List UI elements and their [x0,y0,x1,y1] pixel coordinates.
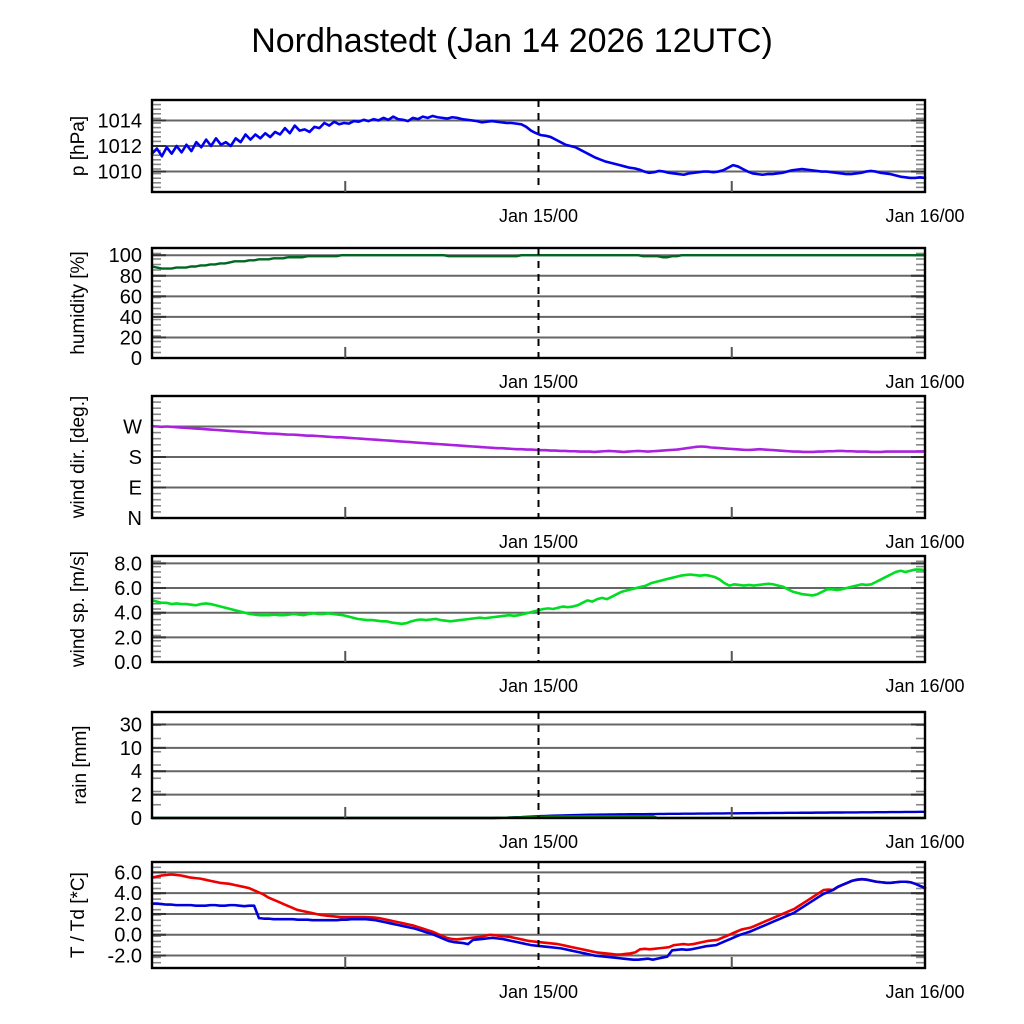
y-axis-title-rain: rain [mm] [70,725,91,804]
y-axis-title-pressure: p [hPa] [68,116,89,176]
y-tick-label-humidity: 100 [109,245,142,267]
panel-frame-windspeed [150,554,927,664]
x-tick-label: Jan 15/00 [499,532,578,552]
panel-frame-rain [150,710,927,820]
y-tick-label-temperature: -2.0 [108,946,142,968]
y-tick-label-windspeed: 8.0 [114,553,142,575]
x-tick-label: Jan 16/00 [885,372,964,392]
series-line-winddir-0 [150,424,927,454]
series-line-rain-1 [150,815,927,820]
y-axis-title-humidity: humidity [%] [68,251,89,354]
y-tick-label-winddir: S [129,447,142,469]
y-axis-title-winddir: wind dir. [deg.] [68,396,89,520]
series-line-humidity-0 [150,254,927,270]
panel-frame-humidity [150,246,927,360]
panel-frame-pressure [150,98,927,194]
y-tick-label-humidity: 40 [120,307,142,329]
panel-frame-temperature [150,860,927,970]
x-tick-label: Jan 16/00 [885,982,964,1002]
gridlines-temperature [152,871,925,957]
page-title: Nordhastedt (Jan 14 2026 12UTC) [251,22,773,60]
y-tick-label-humidity: 80 [120,266,142,288]
series-line-temperature-0 [150,873,927,956]
y-tick-label-windspeed: 0.0 [114,652,142,674]
gridlines-winddir [152,425,925,519]
series-line-temperature-1 [150,877,927,961]
y-tick-label-temperature: 4.0 [114,883,142,905]
y-tick-label-rain: 4 [131,761,142,783]
y-tick-label-winddir: W [123,417,142,439]
x-tick-label: Jan 16/00 [885,676,964,696]
gridlines-pressure [152,119,925,173]
gridlines-humidity [152,254,925,359]
y-axis-title-temperature: T / Td [*C] [68,872,89,958]
y-tick-label-temperature: 2.0 [114,904,142,926]
x-tick-label: Jan 16/00 [885,532,964,552]
series-line-rain-0 [150,810,927,820]
axis-ticks-rain [152,723,925,819]
y-tick-label-windspeed: 6.0 [114,578,142,600]
y-tick-label-humidity: 60 [120,286,142,308]
y-axis-title-windspeed: wind sp. [m/s] [68,551,89,668]
y-tick-label-rain: 10 [120,738,142,760]
y-tick-label-windspeed: 2.0 [114,627,142,649]
x-tick-label: Jan 15/00 [499,206,578,226]
gridlines-windspeed [152,562,925,663]
y-tick-label-temperature: 6.0 [114,862,142,884]
y-tick-label-winddir: E [129,478,142,500]
axis-ticks-winddir [152,401,925,519]
x-tick-label: Jan 15/00 [499,372,578,392]
x-tick-label: Jan 16/00 [885,832,964,852]
x-tick-label: Jan 15/00 [499,676,578,696]
y-tick-label-humidity: 0 [131,348,142,370]
y-tick-label-winddir: N [128,508,142,530]
panel-frame-winddir [150,394,927,520]
series-line-windspeed-0 [150,568,927,626]
x-tick-label: Jan 16/00 [885,206,964,226]
y-tick-label-rain: 30 [120,714,142,736]
y-tick-label-windspeed: 4.0 [114,603,142,625]
axis-ticks-windspeed [152,560,925,663]
x-tick-label: Jan 15/00 [499,832,578,852]
axis-ticks-temperature [152,866,925,964]
gridlines-rain [152,723,925,819]
y-tick-label-rain: 2 [131,785,142,807]
y-tick-label-temperature: 0.0 [114,925,142,947]
y-tick-label-humidity: 20 [120,327,142,349]
y-tick-label-pressure: 1010 [98,162,143,184]
y-tick-label-pressure: 1014 [98,110,143,132]
axis-ticks-pressure [152,103,925,189]
x-tick-label: Jan 15/00 [499,982,578,1002]
series-line-pressure-0 [150,114,927,180]
y-tick-label-rain: 0 [131,808,142,830]
y-tick-label-pressure: 1012 [98,136,143,158]
axis-ticks-humidity [152,252,925,359]
